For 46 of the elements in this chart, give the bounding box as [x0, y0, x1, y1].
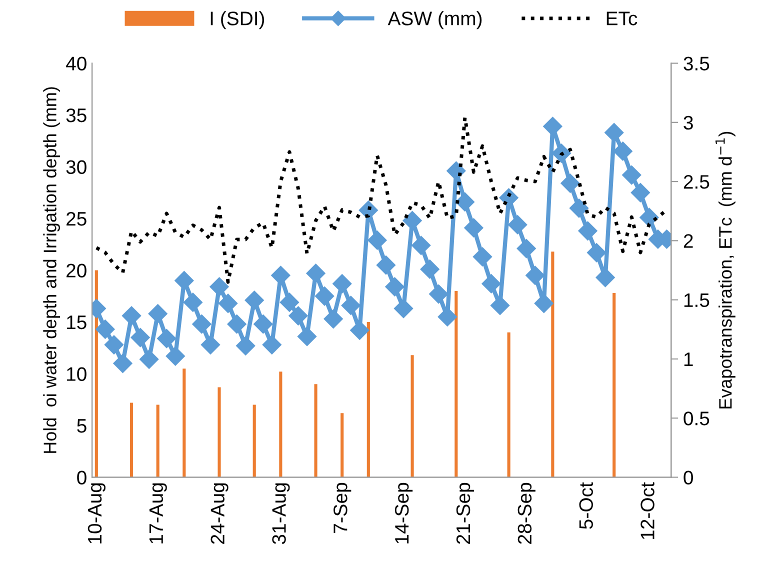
bar [340, 413, 344, 478]
y-axis-title: Hold oi water depth and Irrigation depth (mm) [43, 87, 60, 453]
x-tick-label: 28-Sep [518, 482, 536, 544]
bar [612, 293, 616, 478]
y-tick-label: 20 [66, 264, 86, 278]
bar [279, 372, 282, 478]
y-tick-label: 25 [66, 212, 86, 226]
legend-label: ETc [606, 12, 638, 26]
bar [507, 332, 510, 478]
y2-tick-label: 2 [684, 234, 693, 248]
x-tick-label: 24-Aug [210, 483, 228, 544]
x-tick-label: 12-Oct [640, 482, 654, 539]
x-tick-label: 7-Sep [334, 482, 352, 533]
x-tick-label: 21-Sep [456, 482, 474, 544]
y2-tick-label: 2.5 [684, 175, 710, 189]
legend-label: ASW (mm) [388, 11, 482, 30]
legend-label: I (SDI) [210, 11, 264, 30]
y-tick-label: 15 [67, 316, 86, 330]
bar [551, 252, 554, 478]
y2-tick-label: 0.5 [684, 412, 710, 426]
y-tick-label: 0 [77, 470, 86, 484]
bar [182, 368, 186, 478]
x-tick-label: 14-Sep [394, 482, 413, 544]
bar [156, 404, 160, 478]
y-tick-label: 30 [66, 160, 86, 174]
bar [454, 290, 458, 478]
bar [130, 402, 134, 478]
y-tick-label: 5 [77, 419, 86, 433]
y2-tick-label: 3.5 [684, 56, 710, 70]
y-tick-label: 40 [66, 56, 86, 70]
y2-tick-label: 0 [684, 470, 693, 484]
y2-tick-label: 1 [684, 352, 693, 366]
y2-tick-label: 3 [684, 116, 693, 130]
y-tick-label: 10 [67, 367, 86, 381]
y-tick-label: 35 [66, 108, 86, 122]
x-tick-label: 10-Aug [88, 483, 106, 544]
bar [218, 387, 221, 478]
bar [366, 322, 370, 478]
y2-tick-label: 1.5 [684, 293, 710, 308]
bar [252, 404, 256, 478]
bar [314, 384, 318, 478]
x-tick-label: 5-Oct [579, 482, 593, 529]
x-tick-label: 31-Aug [272, 483, 290, 544]
y2-axis-title: Evapotranspiration, ETc (mm d$^{−1}$) [716, 132, 736, 408]
bar [410, 355, 414, 478]
x-tick-label: 17-Aug [149, 483, 167, 544]
